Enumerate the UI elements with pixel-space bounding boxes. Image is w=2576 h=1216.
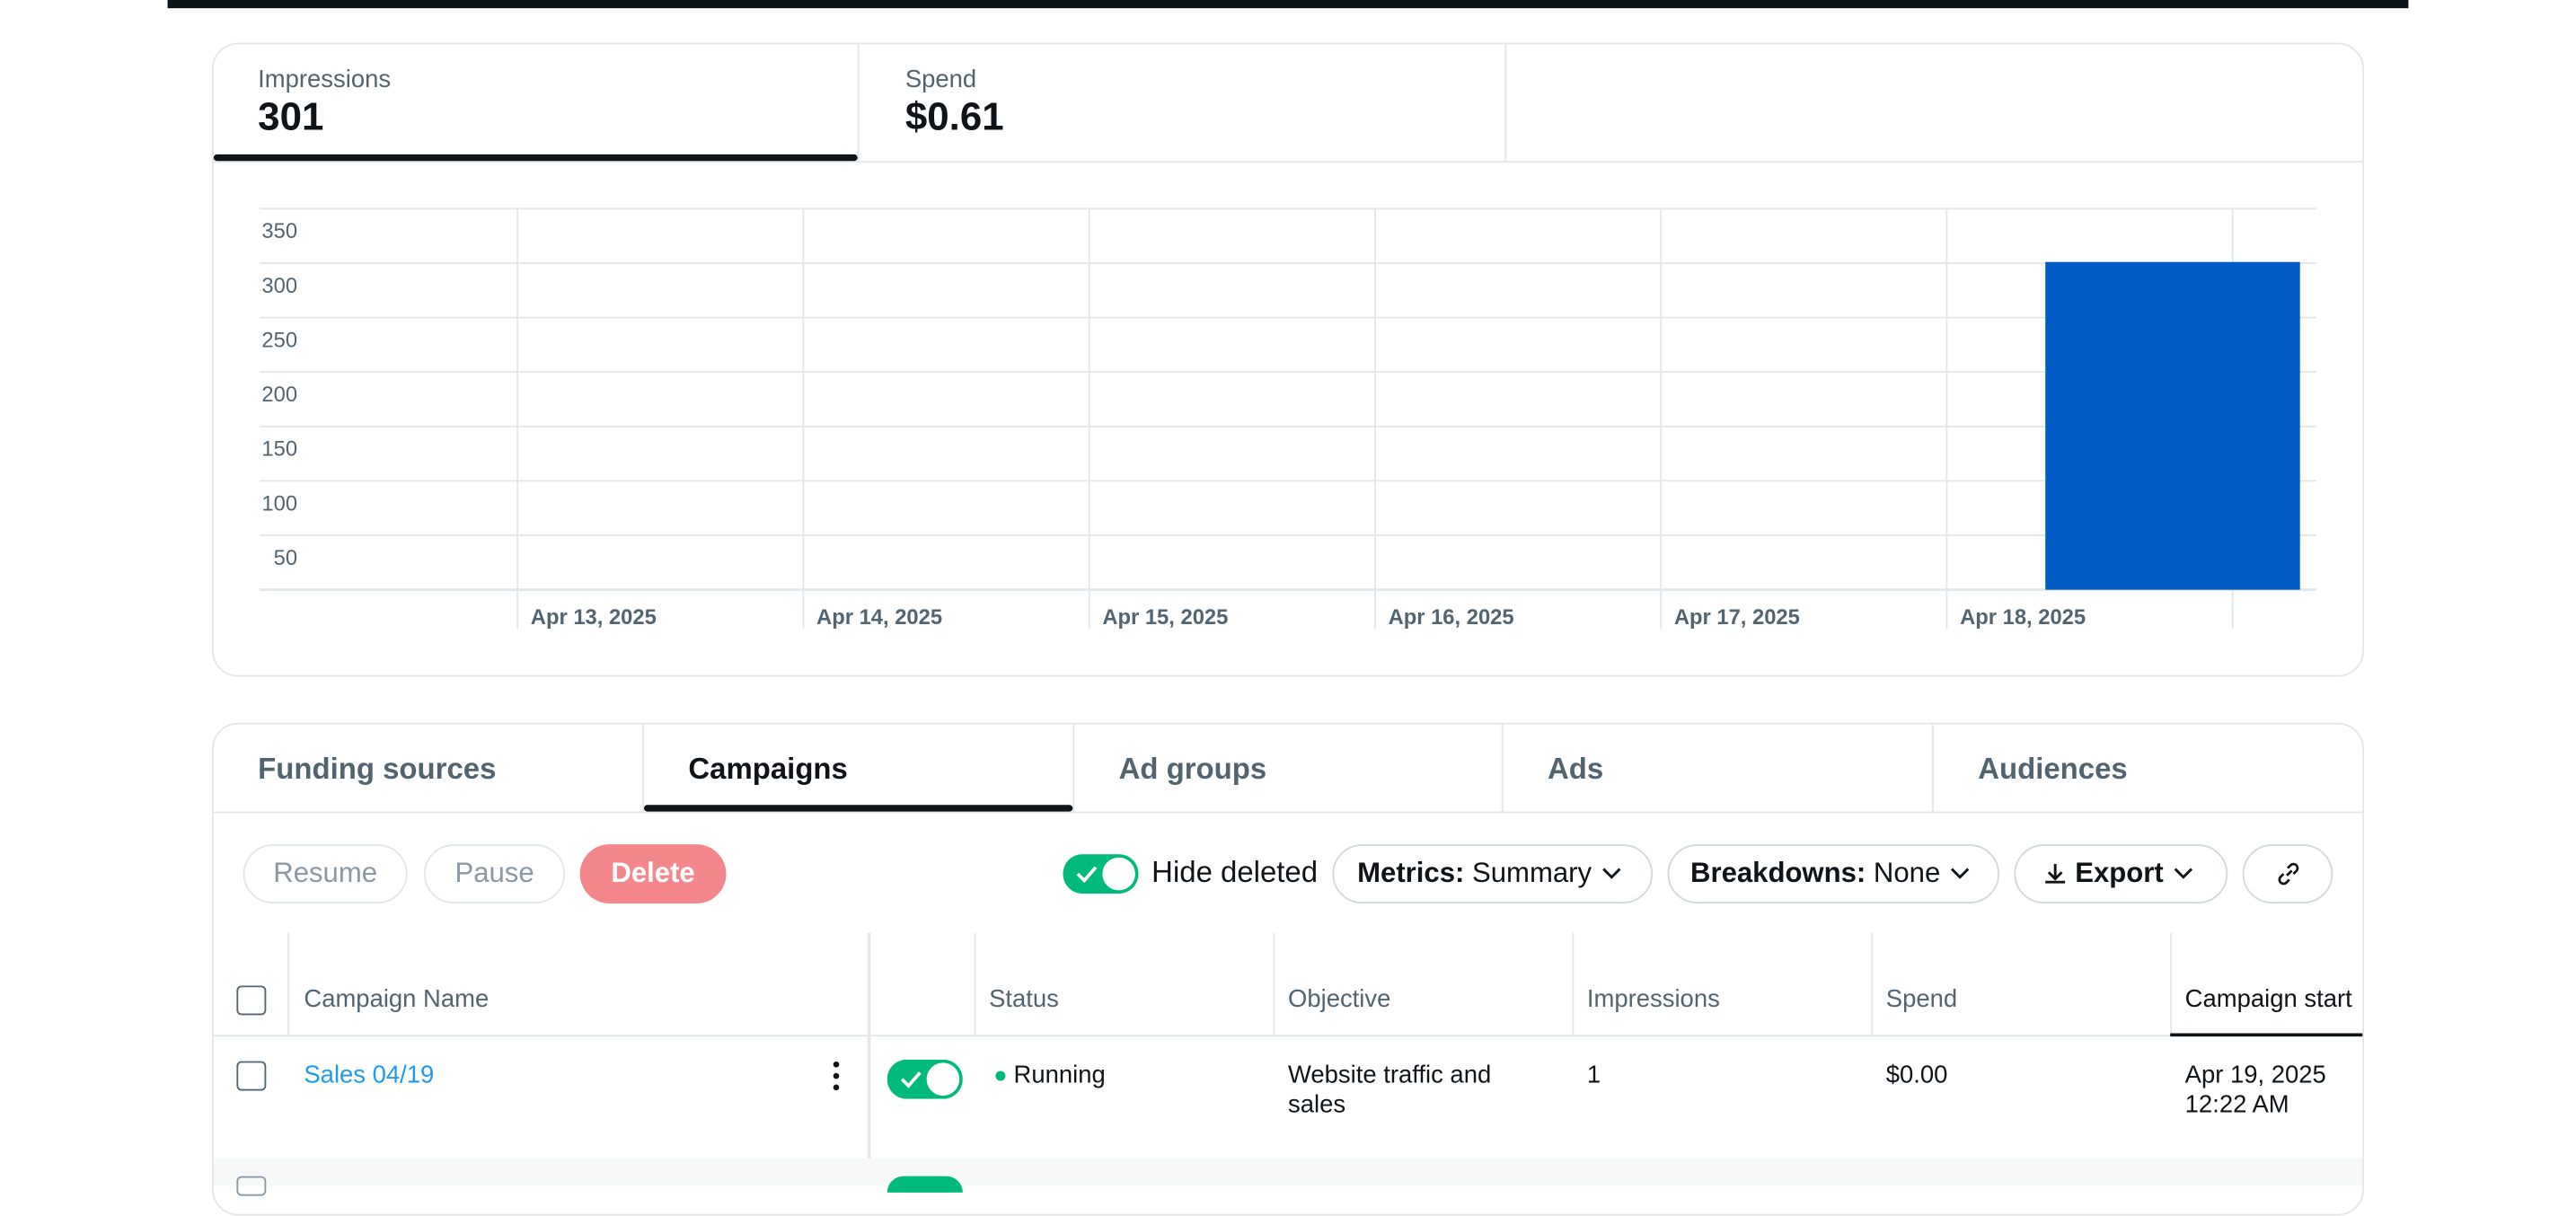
action-button[interactable]: Delete: [579, 844, 727, 903]
more-menu[interactable]: [825, 1060, 848, 1093]
divider: [1273, 932, 1275, 1035]
x-tick-label: Apr 15, 2025: [1102, 605, 1228, 630]
divider: [213, 1035, 2363, 1037]
toggle[interactable]: [1063, 854, 1139, 894]
filter-key: Metrics:: [1357, 857, 1465, 889]
chevron: [1601, 868, 1621, 879]
divider: [1501, 724, 1504, 812]
column-header[interactable]: Spend: [1885, 985, 1958, 1014]
start-time: 12:22 AM: [2184, 1090, 2289, 1119]
filter-value: Summary: [1472, 857, 1592, 889]
row-toggle: [887, 1176, 963, 1193]
y-tick-label: 250: [261, 328, 297, 352]
row-toggle[interactable]: [887, 1059, 963, 1099]
table-card: [211, 722, 2365, 1216]
action-button[interactable]: Pause: [423, 844, 566, 903]
export-button[interactable]: Export: [2014, 844, 2228, 903]
column-header[interactable]: Campaign start: [2184, 985, 2352, 1014]
chart: 50 100 150 200 250 300 350 Apr 13, 2025 Apr 14, …: [259, 207, 2317, 630]
checkbox[interactable]: [236, 985, 267, 1016]
bar: [2045, 261, 2300, 590]
download-icon: [2045, 864, 2066, 884]
link-button[interactable]: [2242, 844, 2333, 903]
y-tick-label: 100: [261, 491, 297, 515]
column-header[interactable]: Status: [989, 985, 1059, 1014]
divider: [213, 811, 2363, 814]
x-tick-label: Apr 18, 2025: [1960, 605, 2086, 630]
y-tick-label: 350: [261, 219, 297, 243]
status-dot: [995, 1071, 1006, 1081]
chevron: [1951, 868, 1970, 879]
divider: [1072, 724, 1075, 812]
stage: Impressions 301 Spend $0.61 50 100 150 200 2…: [167, 0, 2409, 1216]
metrics-card: [211, 42, 2365, 677]
divider: [1572, 932, 1575, 1035]
filter-value: None: [1873, 857, 1941, 889]
x-tick-label: Apr 14, 2025: [816, 605, 942, 630]
divider: [857, 44, 860, 162]
metric-indicator: [213, 154, 858, 162]
y-tick-label: 300: [261, 274, 297, 298]
tab[interactable]: Audiences: [1978, 752, 2128, 786]
action-button[interactable]: Resume: [243, 844, 408, 903]
objective: Website traffic and sales: [1287, 1061, 1492, 1119]
divider: [287, 932, 289, 1035]
column-header[interactable]: Campaign Name: [304, 985, 490, 1014]
y-tick-label: 50: [274, 546, 297, 570]
status: Running: [1013, 1061, 1106, 1089]
page: Impressions 301 Spend $0.61 50 100 150 200 2…: [167, 0, 2409, 1216]
next-row: [213, 1158, 2363, 1186]
divider: [1931, 724, 1934, 812]
column-header[interactable]: Objective: [1287, 985, 1391, 1014]
y-tick-label: 150: [261, 437, 297, 462]
divider: [974, 932, 976, 1035]
metric-label[interactable]: Impressions: [258, 66, 392, 94]
tab[interactable]: Ad groups: [1118, 752, 1267, 786]
campaign-link[interactable]: Sales 04/19: [304, 1061, 435, 1089]
tab[interactable]: Campaigns: [688, 752, 848, 786]
x-tick-label: Apr 17, 2025: [1674, 605, 1800, 630]
tab[interactable]: Ads: [1547, 752, 1604, 786]
x-tick-label: Apr 16, 2025: [1389, 605, 1514, 630]
column-header[interactable]: Impressions: [1586, 985, 1720, 1014]
divider: [642, 724, 644, 812]
export-label: Export: [2075, 857, 2164, 889]
link-icon: [2277, 862, 2298, 886]
y-tick-label: 200: [261, 383, 297, 407]
tab-indicator: [643, 805, 1073, 812]
checkbox[interactable]: [236, 1061, 267, 1091]
metric-value: $0.61: [904, 95, 1004, 140]
tab[interactable]: Funding sources: [258, 752, 497, 786]
divider: [867, 932, 871, 1186]
metric-label[interactable]: Spend: [904, 66, 977, 94]
divider: [1871, 932, 1874, 1035]
spend: $0.00: [1885, 1061, 1948, 1089]
checkbox: [236, 1176, 267, 1196]
top-bar: [167, 0, 2409, 9]
start-date: Apr 19, 2025: [2184, 1061, 2326, 1089]
chevron: [2174, 868, 2192, 879]
divider: [2170, 932, 2173, 1035]
metric-value: 301: [258, 95, 324, 140]
impressions: 1: [1586, 1061, 1601, 1089]
divider: [1504, 44, 1507, 162]
divider: [213, 161, 2363, 163]
sort-indicator: [2170, 1033, 2363, 1037]
filter-button[interactable]: Breakdowns: None: [1667, 844, 1999, 903]
filter-button[interactable]: Metrics: Summary: [1332, 844, 1654, 903]
filter-key: Breakdowns:: [1690, 857, 1866, 889]
toggle-label: Hide deleted: [1151, 855, 1319, 889]
x-tick-label: Apr 13, 2025: [531, 605, 657, 630]
